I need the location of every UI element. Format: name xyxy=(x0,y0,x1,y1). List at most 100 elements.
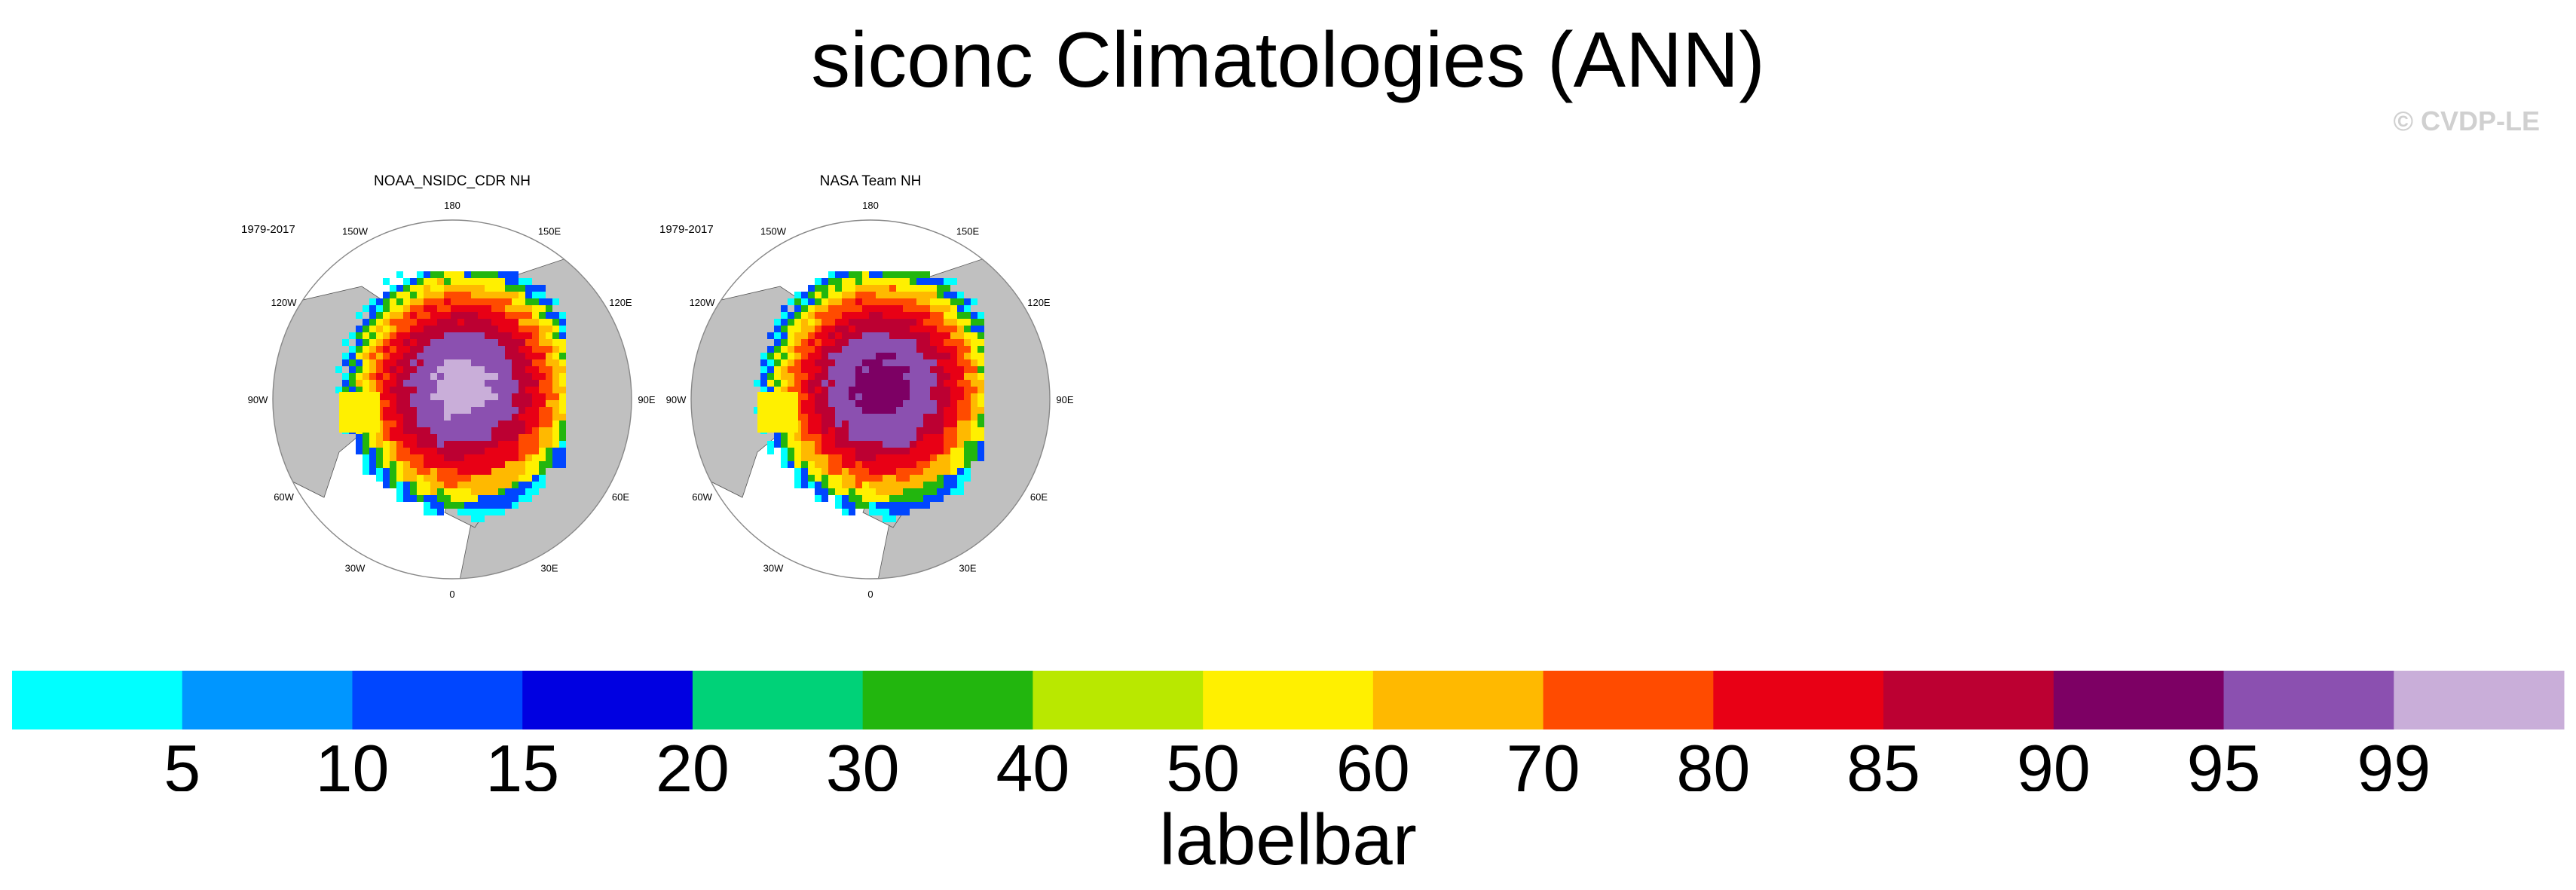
sea-ice-cell xyxy=(883,407,889,414)
sea-ice-cell xyxy=(478,271,485,278)
labelbar-tick-label: 40 xyxy=(996,731,1069,791)
sea-ice-cell xyxy=(383,319,390,326)
sea-ice-cell xyxy=(889,461,896,468)
sea-ice-cell xyxy=(788,359,794,366)
sea-ice-cell xyxy=(403,319,410,326)
sea-ice-cell xyxy=(532,448,539,454)
sea-ice-cell xyxy=(546,326,552,332)
sea-ice-cell xyxy=(552,298,559,305)
sea-ice-cell xyxy=(842,319,849,326)
longitude-label: 150E xyxy=(538,226,561,237)
sea-ice-cell xyxy=(471,387,478,393)
sea-ice-cell xyxy=(430,448,437,454)
sea-ice-cell xyxy=(417,482,424,488)
sea-ice-cell xyxy=(363,332,369,339)
sea-ice-cell xyxy=(869,427,876,434)
sea-ice-cell xyxy=(957,319,964,326)
sea-ice-cell xyxy=(903,509,910,515)
sea-ice-cell xyxy=(944,312,950,319)
sea-ice-cell xyxy=(869,468,876,475)
sea-ice-cell xyxy=(383,332,390,339)
sea-ice-cell xyxy=(464,502,471,509)
sea-ice-cell xyxy=(781,366,788,373)
sea-ice-cell xyxy=(444,475,451,482)
sea-ice-cell xyxy=(842,271,849,278)
sea-ice-cell xyxy=(808,319,815,326)
sea-ice-cell xyxy=(849,271,855,278)
sea-ice-cell xyxy=(471,359,478,366)
sea-ice-cell xyxy=(950,482,957,488)
sea-ice-cell xyxy=(430,427,437,434)
sea-ice-cell xyxy=(390,312,396,319)
sea-ice-cell xyxy=(855,488,862,495)
sea-ice-cell xyxy=(849,298,855,305)
labelbar-swatch xyxy=(522,671,693,729)
sea-ice-cell xyxy=(478,468,485,475)
sea-ice-cell xyxy=(835,346,842,353)
sea-ice-cell xyxy=(464,387,471,393)
sea-ice-cell xyxy=(424,292,430,298)
sea-ice-cell xyxy=(410,305,417,312)
sea-ice-cell xyxy=(478,373,485,380)
sea-ice-cell xyxy=(862,312,869,319)
sea-ice-cell xyxy=(781,387,788,393)
sea-ice-cell xyxy=(794,359,801,366)
sea-ice-cell xyxy=(366,419,373,426)
sea-ice-cell xyxy=(821,285,828,292)
sea-ice-cell xyxy=(559,454,566,461)
sea-ice-cell xyxy=(390,346,396,353)
sea-ice-cell xyxy=(552,427,559,434)
sea-ice-cell xyxy=(889,312,896,319)
sea-ice-cell xyxy=(842,400,849,407)
sea-ice-cell xyxy=(512,454,519,461)
sea-ice-cell xyxy=(424,509,430,515)
sea-ice-cell xyxy=(546,353,552,359)
sea-ice-cell xyxy=(539,305,546,312)
sea-ice-cell xyxy=(937,332,944,339)
sea-ice-cell xyxy=(471,454,478,461)
sea-ice-cell xyxy=(971,427,977,434)
sea-ice-cell xyxy=(903,421,910,427)
sea-ice-cell xyxy=(485,495,491,502)
sea-ice-cell xyxy=(410,332,417,339)
sea-ice-cell xyxy=(417,380,424,387)
sea-ice-cell xyxy=(424,346,430,353)
sea-ice-cell xyxy=(774,434,781,441)
sea-ice-cell xyxy=(417,407,424,414)
sea-ice-cell xyxy=(498,319,505,326)
sea-ice-cell xyxy=(464,414,471,421)
sea-ice-cell xyxy=(430,271,437,278)
sea-ice-cell xyxy=(417,488,424,495)
sea-ice-cell xyxy=(808,393,815,400)
sea-ice-cell xyxy=(774,366,781,373)
sea-ice-cell xyxy=(451,387,457,393)
sea-ice-cell xyxy=(842,326,849,332)
sea-ice-cell xyxy=(417,271,424,278)
sea-ice-cell xyxy=(916,380,923,387)
sea-ice-cell xyxy=(862,475,869,482)
sea-ice-cell xyxy=(505,373,512,380)
sea-ice-cell xyxy=(808,346,815,353)
sea-ice-cell xyxy=(457,271,464,278)
sea-ice-cell xyxy=(437,434,444,441)
sea-ice-cell xyxy=(916,339,923,346)
sea-ice-cell xyxy=(396,292,403,298)
sea-ice-cell xyxy=(791,419,798,426)
sea-ice-cell xyxy=(791,405,798,412)
sea-ice-cell xyxy=(485,488,491,495)
sea-ice-cell xyxy=(781,373,788,380)
sea-ice-cell xyxy=(539,468,546,475)
sea-ice-cell xyxy=(390,387,396,393)
sea-ice-cell xyxy=(815,495,821,502)
sea-ice-cell xyxy=(862,461,869,468)
sea-ice-cell xyxy=(896,366,903,373)
sea-ice-cell xyxy=(889,319,896,326)
sea-ice-cell xyxy=(764,405,771,412)
sea-ice-cell xyxy=(862,400,869,407)
sea-ice-cell xyxy=(849,305,855,312)
sea-ice-cell xyxy=(430,373,437,380)
sea-ice-cell xyxy=(788,366,794,373)
sea-ice-cell xyxy=(512,332,519,339)
sea-ice-cell xyxy=(876,298,883,305)
sea-ice-cell xyxy=(788,319,794,326)
